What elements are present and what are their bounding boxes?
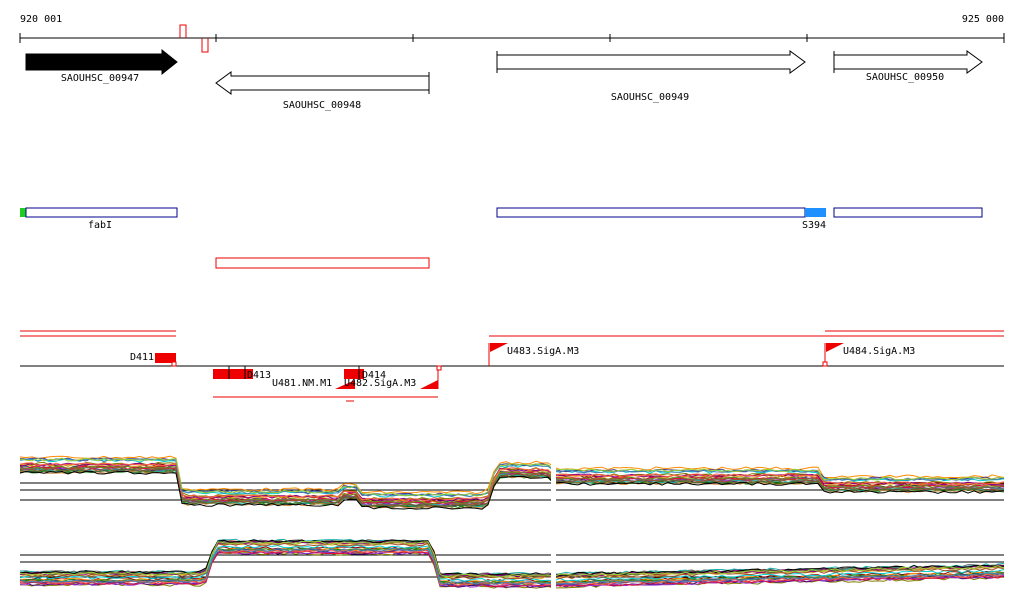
antisense-feature-box[interactable] xyxy=(215,257,430,269)
segment-label-u483: U483.SigA.M3 xyxy=(507,346,579,357)
segment-label-d411: D411 xyxy=(130,352,154,363)
segment-label-u482: U482.SigA.M3 xyxy=(344,378,416,389)
axis-end-label: 925 000 xyxy=(962,14,1004,25)
annotation-label-fabi: fabI xyxy=(88,220,112,231)
expression-profile-line xyxy=(19,465,1005,505)
annotation-label-s394: S394 xyxy=(802,220,826,231)
gene-arrow-saouhsc-00950[interactable] xyxy=(833,50,983,74)
expression-profile-line xyxy=(19,468,1005,508)
expression-profile-line xyxy=(19,458,1005,498)
segment-flag-u482-start xyxy=(335,380,355,389)
track-gap xyxy=(551,530,556,610)
coordinate-axis: 920 001 925 000 xyxy=(19,14,1005,53)
annotation-saouhsc-00950[interactable] xyxy=(833,207,983,218)
gene-arrow-saouhsc-00947[interactable] xyxy=(25,48,178,76)
gene-label-saouhsc-00947: SAOUHSC_00947 xyxy=(61,73,139,84)
gene-label-saouhsc-00949: SAOUHSC_00949 xyxy=(611,92,689,103)
segment-flag-u483[interactable] xyxy=(490,343,508,352)
track-gap xyxy=(551,455,556,515)
segment-d411[interactable] xyxy=(155,353,176,363)
gene-label-saouhsc-00950: SAOUHSC_00950 xyxy=(866,72,944,83)
segment-label-u484: U484.SigA.M3 xyxy=(843,346,915,357)
segment-label-d414: D414 xyxy=(362,370,386,381)
segment-flag-u484[interactable] xyxy=(826,343,844,352)
gene-label-saouhsc-00948: SAOUHSC_00948 xyxy=(283,100,361,111)
expression-profile-line xyxy=(19,544,1005,582)
segment-u484-tick xyxy=(822,361,828,367)
axis-marker xyxy=(179,24,187,38)
expression-track-antisense xyxy=(19,530,1005,610)
segment-d411-tick xyxy=(171,361,177,367)
expression-profile-line xyxy=(19,540,1005,578)
segment-end-tick xyxy=(436,365,442,371)
s394-marker xyxy=(805,208,826,217)
expression-track-sense xyxy=(19,455,1005,515)
gene-track: SAOUHSC_00947 SAOUHSC_00948 SAOUHSC_0094… xyxy=(25,48,983,111)
segment-label-u481: U481.NM.M1 xyxy=(272,378,332,389)
expression-profile-line xyxy=(19,457,1005,497)
expression-profile-line xyxy=(19,462,1005,502)
axis-marker xyxy=(201,38,209,53)
segment-flag-u482-end xyxy=(420,380,438,389)
segment-track: D411 D413 U481.NM.M1 D414 U482.SigA.M3 U… xyxy=(20,330,1004,402)
annotation-fabi[interactable] xyxy=(25,207,178,218)
axis-start-label: 920 001 xyxy=(20,14,62,25)
expression-profile-line xyxy=(19,547,1005,585)
segment-label-d413: D413 xyxy=(247,370,271,381)
expression-profile-line xyxy=(19,470,1005,510)
segment-d414[interactable] xyxy=(344,369,364,379)
gene-arrow-saouhsc-00948[interactable] xyxy=(215,71,430,95)
start-codon-marker xyxy=(20,208,26,217)
annotation-track: fabI S394 xyxy=(20,207,983,231)
expression-profile-line xyxy=(19,542,1005,580)
expression-profile-line xyxy=(19,465,1005,505)
annotation-s394[interactable] xyxy=(496,207,806,218)
segment-d413[interactable] xyxy=(213,369,253,379)
gene-arrow-saouhsc-00949[interactable] xyxy=(496,50,806,74)
